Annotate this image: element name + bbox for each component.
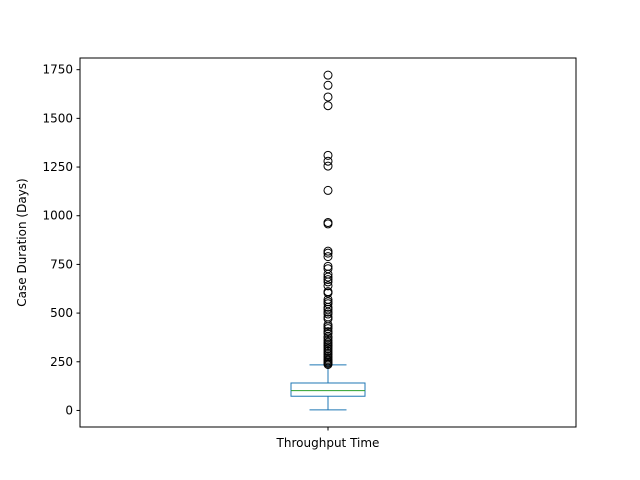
x-tick-label: Throughput Time [276, 436, 380, 450]
y-tick-label: 1000 [42, 209, 73, 223]
y-axis-label: Case Duration (Days) [15, 178, 29, 306]
y-tick-label: 750 [50, 257, 73, 271]
y-tick-label: 0 [65, 403, 73, 417]
y-tick-label: 1500 [42, 111, 73, 125]
y-tick-label: 1250 [42, 160, 73, 174]
y-tick-label: 1750 [42, 63, 73, 77]
y-tick-label: 250 [50, 355, 73, 369]
y-tick-label: 500 [50, 306, 73, 320]
